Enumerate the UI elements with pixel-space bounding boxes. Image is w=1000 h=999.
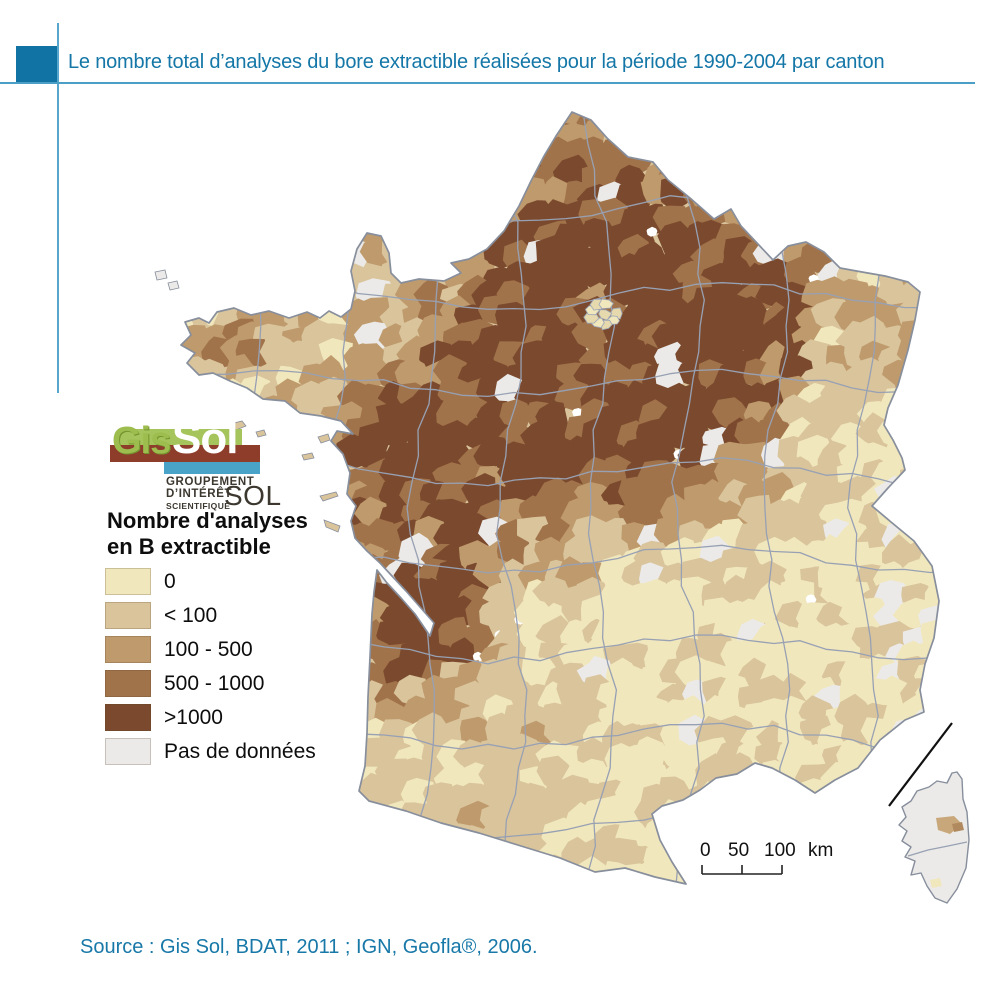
logo-sol-text: Sol: [172, 414, 238, 463]
legend-swatch-lt100: [105, 602, 151, 629]
logo-blue-bar: [164, 462, 260, 474]
scale-label-50: 50: [728, 840, 750, 861]
legend-item: 100 - 500: [105, 636, 316, 663]
gissol-logo: Gis Sol GROUPEMENT D’INTÉRÊT SCIENTIFIQU…: [106, 414, 286, 516]
scale-label-0: 0: [700, 840, 711, 861]
legend-item: 0: [105, 568, 316, 595]
legend-swatch-100-500: [105, 636, 151, 663]
map-legend: 0 < 100 100 - 500 500 - 1000 >1000 Pas d…: [105, 568, 316, 772]
logo-green-bar: [118, 429, 242, 445]
legend-item: Pas de données: [105, 738, 316, 765]
legend-item: >1000: [105, 704, 316, 731]
legend-swatch-nodata: [105, 738, 151, 765]
page-title: Le nombre total d’analyses du bore extra…: [68, 51, 885, 73]
scale-unit: km: [808, 840, 834, 861]
scale-label-100: 100: [764, 840, 796, 861]
scale-ruler: [701, 865, 783, 875]
logo-gis-text: Gis: [112, 420, 171, 462]
legend-item: 500 - 1000: [105, 670, 316, 697]
legend-swatch-0: [105, 568, 151, 595]
legend-swatch-gt1000: [105, 704, 151, 731]
logo-sol-caption: SOL: [224, 480, 282, 511]
scale-bar: 0 50 100 km: [694, 840, 844, 880]
vertical-rule: [57, 23, 59, 393]
source-credit: Source : Gis Sol, BDAT, 2011 ; IGN, Geof…: [80, 936, 538, 958]
title-underline: [0, 82, 975, 84]
legend-item: < 100: [105, 602, 316, 629]
legend-swatch-500-1000: [105, 670, 151, 697]
logo-dinteret: D’INTÉRÊT: [166, 488, 233, 500]
logo-scientifique: SCIENTIFIQUE: [166, 501, 231, 511]
title-accent-square: [16, 46, 58, 82]
logo-groupement: GROUPEMENT: [166, 476, 255, 488]
logo-maroon-bar: [110, 445, 260, 462]
legend-title: Nombre d'analyses en B extractible: [107, 508, 308, 559]
